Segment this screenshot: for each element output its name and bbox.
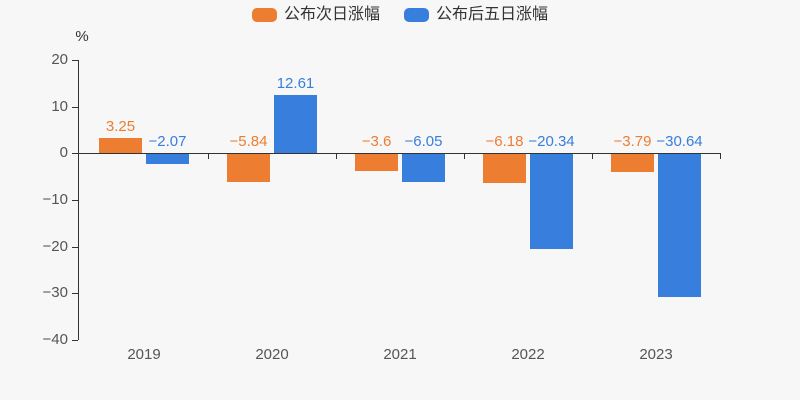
y-axis-tick (72, 153, 78, 154)
bar-five-day-2019[interactable] (146, 154, 189, 164)
y-axis-tick (72, 293, 78, 294)
y-axis-line (78, 60, 79, 340)
x-axis-tick (208, 153, 209, 159)
bar-next-day-2021[interactable] (355, 154, 398, 172)
y-axis-tick-label: −40 (42, 331, 68, 348)
y-axis-tick-label: −30 (42, 284, 68, 301)
x-axis-line (78, 153, 720, 154)
bar-next-day-2019[interactable] (99, 138, 142, 154)
y-axis-tick (72, 340, 78, 341)
y-axis-tick-label: 0 (59, 144, 68, 161)
bar-value-label: −30.64 (656, 133, 703, 151)
bar-value-label: −6.18 (485, 133, 524, 151)
bar-value-label: −20.34 (528, 133, 575, 151)
bar-value-label: 3.25 (105, 118, 136, 136)
legend-swatch-icon (404, 8, 429, 22)
bar-next-day-2023[interactable] (611, 154, 654, 172)
bar-value-label: −3.6 (361, 133, 392, 151)
legend-label: 公布次日涨幅 (283, 6, 380, 23)
bar-next-day-2020[interactable] (227, 154, 270, 182)
legend-item-five-day-change[interactable]: 公布后五日涨幅 (404, 6, 548, 24)
x-axis-tick (464, 153, 465, 159)
x-axis-tick (592, 153, 593, 159)
bar-value-label: −3.79 (613, 133, 652, 151)
y-axis-tick-label: −10 (42, 191, 68, 208)
bar-five-day-2020[interactable] (274, 94, 317, 154)
x-axis-category-label: 2020 (255, 346, 289, 363)
y-axis-tick-label: 10 (51, 98, 68, 115)
x-axis-tick (336, 153, 337, 159)
bar-value-label: −5.84 (229, 133, 268, 151)
legend: 公布次日涨幅 公布后五日涨幅 (0, 6, 800, 24)
x-axis-category-label: 2023 (639, 346, 673, 363)
bar-five-day-2021[interactable] (402, 154, 445, 183)
y-axis-unit-label: % (75, 28, 89, 45)
bar-value-label: −2.07 (148, 133, 187, 151)
y-axis-tick-label: −20 (42, 238, 68, 255)
y-axis-tick (72, 200, 78, 201)
y-axis-tick-label: 20 (51, 51, 68, 68)
bar-next-day-2022[interactable] (483, 154, 526, 184)
y-axis-tick (72, 60, 78, 61)
bar-value-label: −6.05 (404, 133, 443, 151)
x-axis-category-label: 2019 (127, 346, 161, 363)
y-axis-tick (72, 107, 78, 108)
y-axis-tick (72, 247, 78, 248)
legend-label: 公布后五日涨幅 (436, 6, 549, 23)
x-axis-tick (720, 153, 721, 159)
bar-value-label: 12.61 (276, 74, 315, 92)
x-axis-category-label: 2021 (383, 346, 417, 363)
legend-swatch-icon (251, 8, 277, 22)
bar-five-day-2022[interactable] (530, 154, 573, 250)
legend-item-next-day-change[interactable]: 公布次日涨幅 (251, 6, 380, 24)
bar-five-day-2023[interactable] (658, 154, 701, 298)
x-axis-category-label: 2022 (511, 346, 545, 363)
